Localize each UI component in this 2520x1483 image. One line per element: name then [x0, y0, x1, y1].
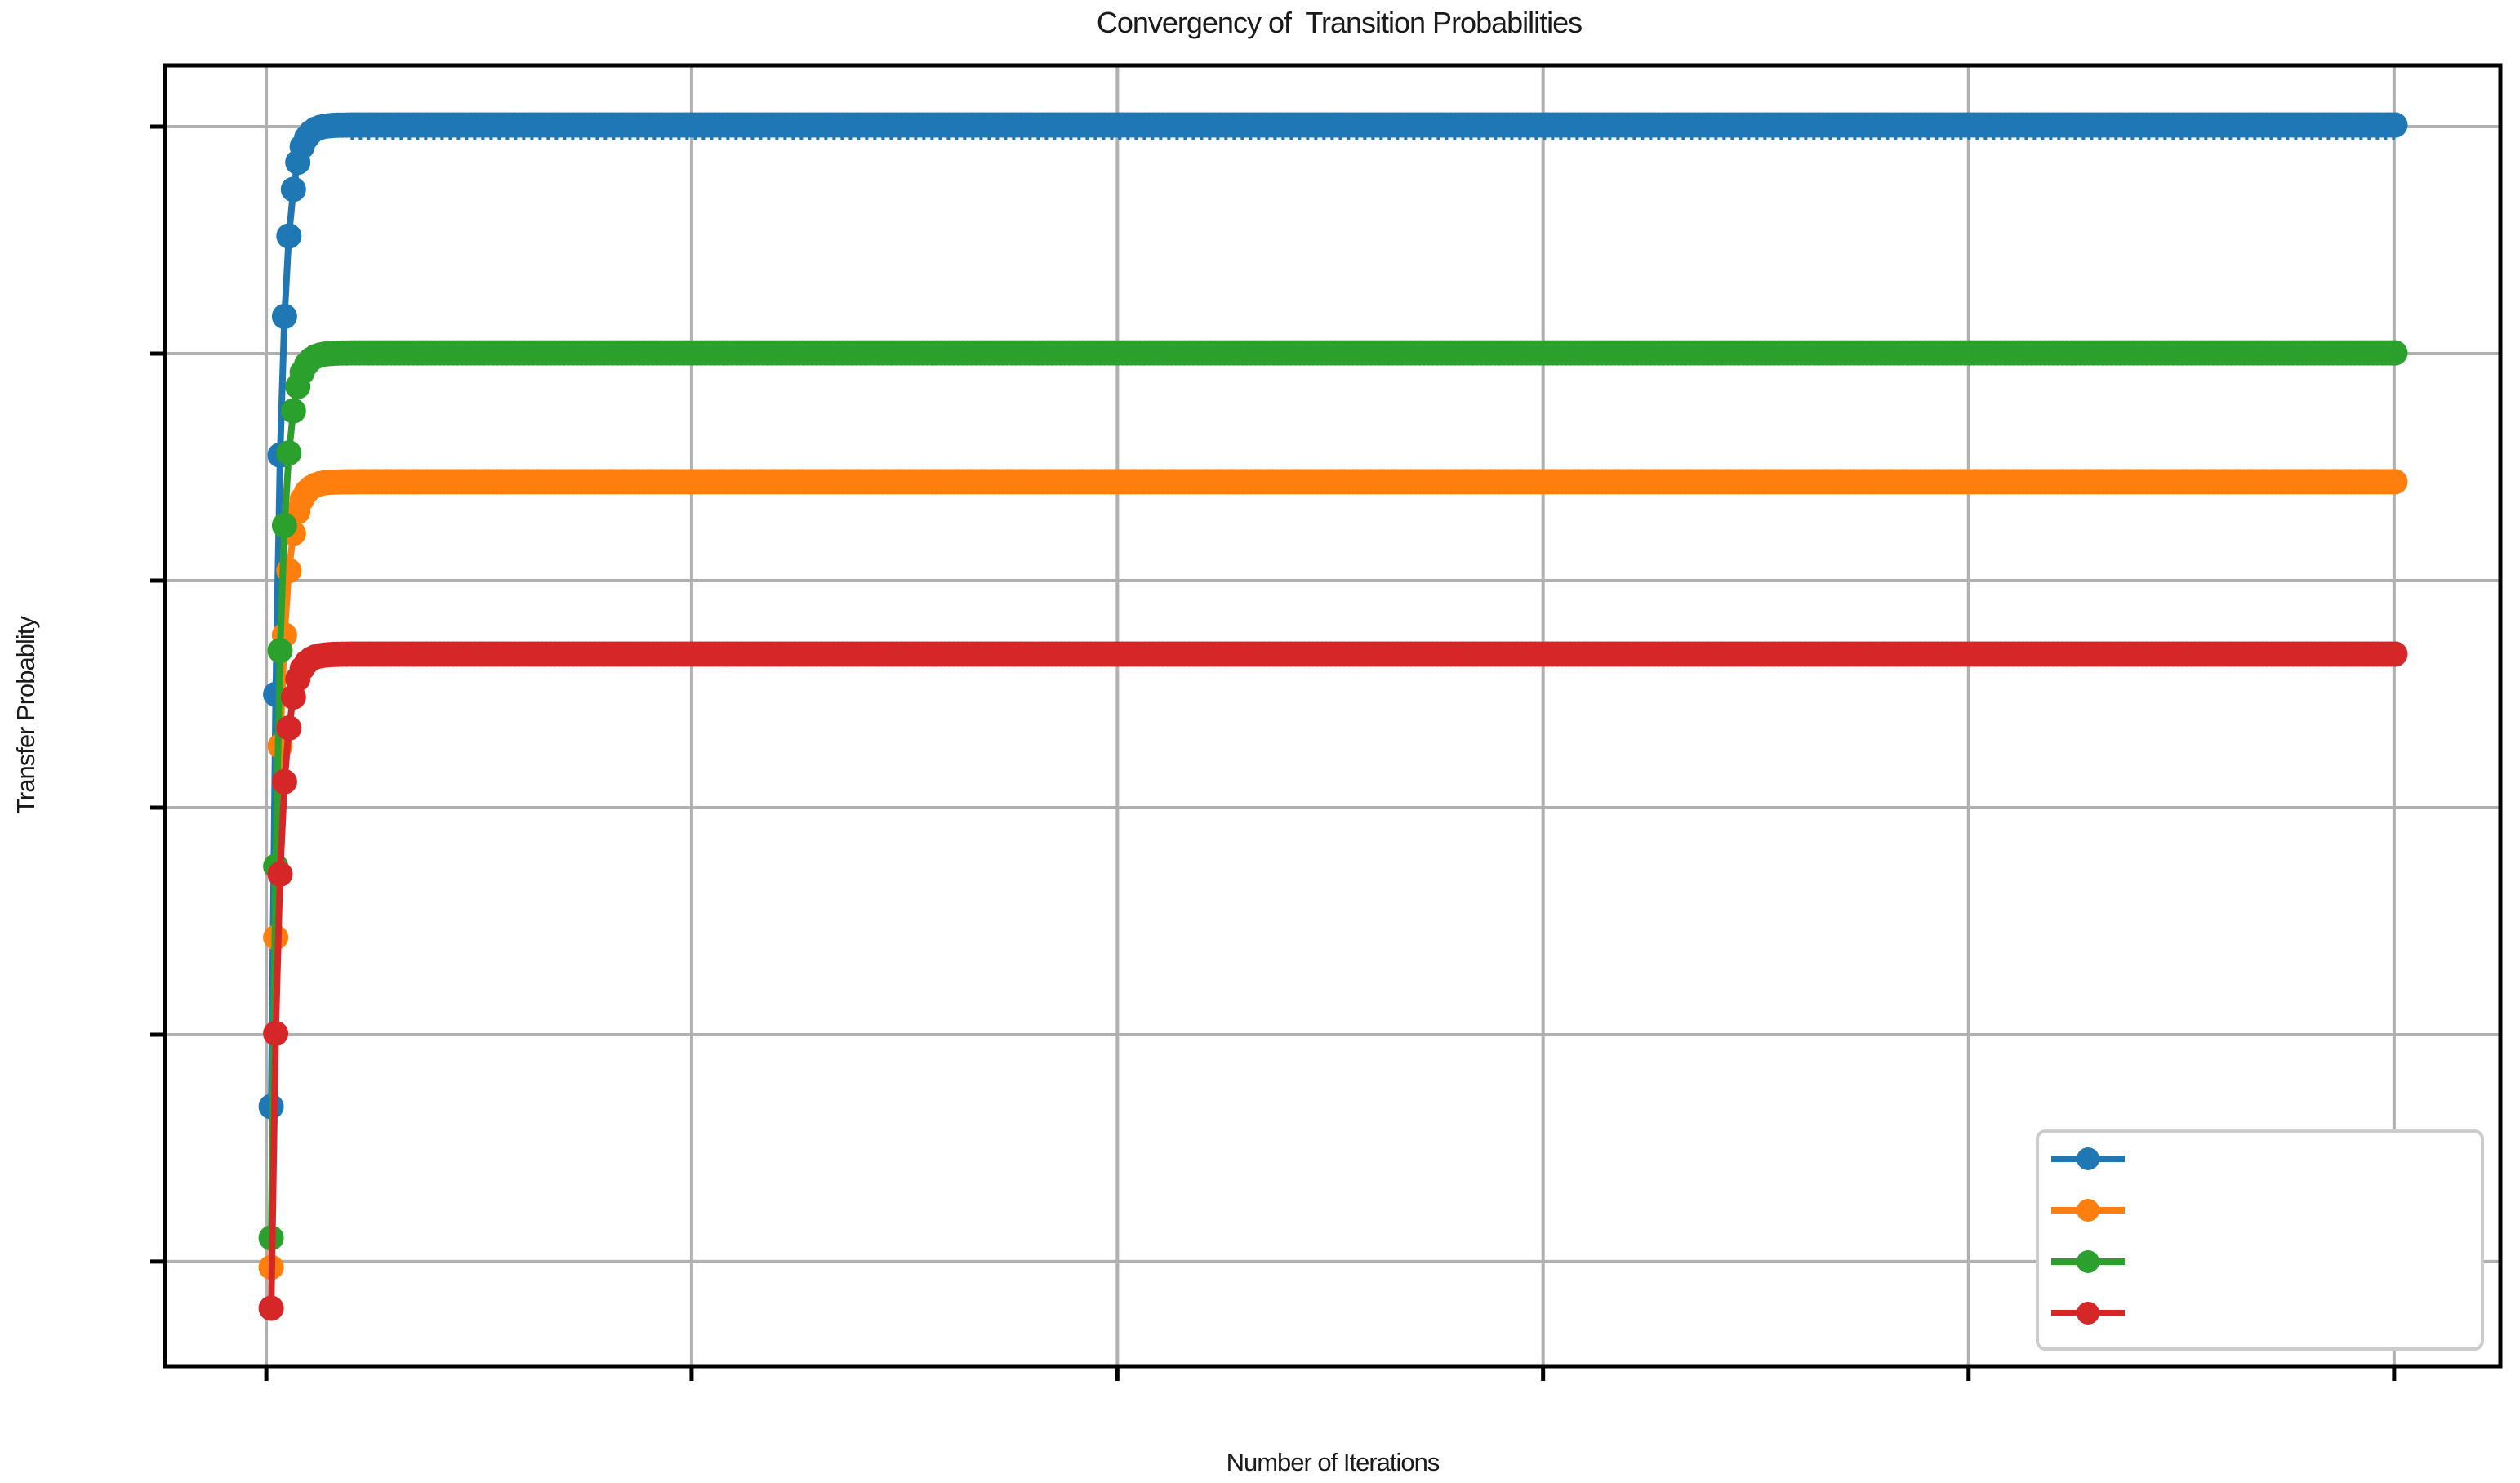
data-point-marker	[2382, 112, 2408, 138]
legend-entry	[2051, 1147, 2125, 1170]
data-point-marker	[276, 223, 302, 249]
plot-frame	[163, 63, 2503, 1369]
data-point-marker	[267, 861, 293, 887]
data-point-marker	[263, 1021, 289, 1046]
legend-entry	[2051, 1250, 2125, 1273]
data-point-marker	[271, 304, 297, 329]
series-transition-prob-2	[258, 469, 2408, 1280]
legend-marker-sample	[2077, 1147, 2099, 1170]
data-point-marker	[2382, 641, 2408, 667]
data-point-marker	[280, 176, 306, 203]
data-point-marker	[280, 398, 306, 424]
data-point-marker	[271, 768, 297, 795]
series-transition-prob-3	[258, 340, 2408, 1251]
chart-title: Convergency of Transition Probabilities	[1097, 6, 1582, 39]
data-point-marker	[267, 638, 293, 664]
legend-marker-sample	[2077, 1250, 2099, 1273]
x-axis-label: Number of Iterations	[1227, 1448, 1440, 1476]
series-line	[268, 122, 2398, 1110]
series-transition-prob-1	[258, 112, 2408, 1120]
series-transition-prob-4	[258, 641, 2408, 1321]
axis-ticks	[150, 124, 2397, 1381]
legend-box	[2036, 1129, 2484, 1351]
legend-entry	[2051, 1302, 2125, 1325]
data-point-marker	[258, 1295, 284, 1321]
legend-marker-sample	[2077, 1199, 2099, 1222]
legend-marker-sample	[2077, 1302, 2099, 1325]
legend	[2036, 1129, 2484, 1351]
data-point-marker	[2382, 340, 2408, 366]
data-point-marker	[276, 715, 302, 742]
data-point-marker	[2382, 469, 2408, 495]
data-point-marker	[271, 513, 297, 538]
data-series	[258, 112, 2408, 1321]
y-axis-label: Transfer Probablity	[11, 616, 40, 814]
data-point-marker	[276, 440, 302, 466]
legend-entry	[2051, 1199, 2125, 1222]
